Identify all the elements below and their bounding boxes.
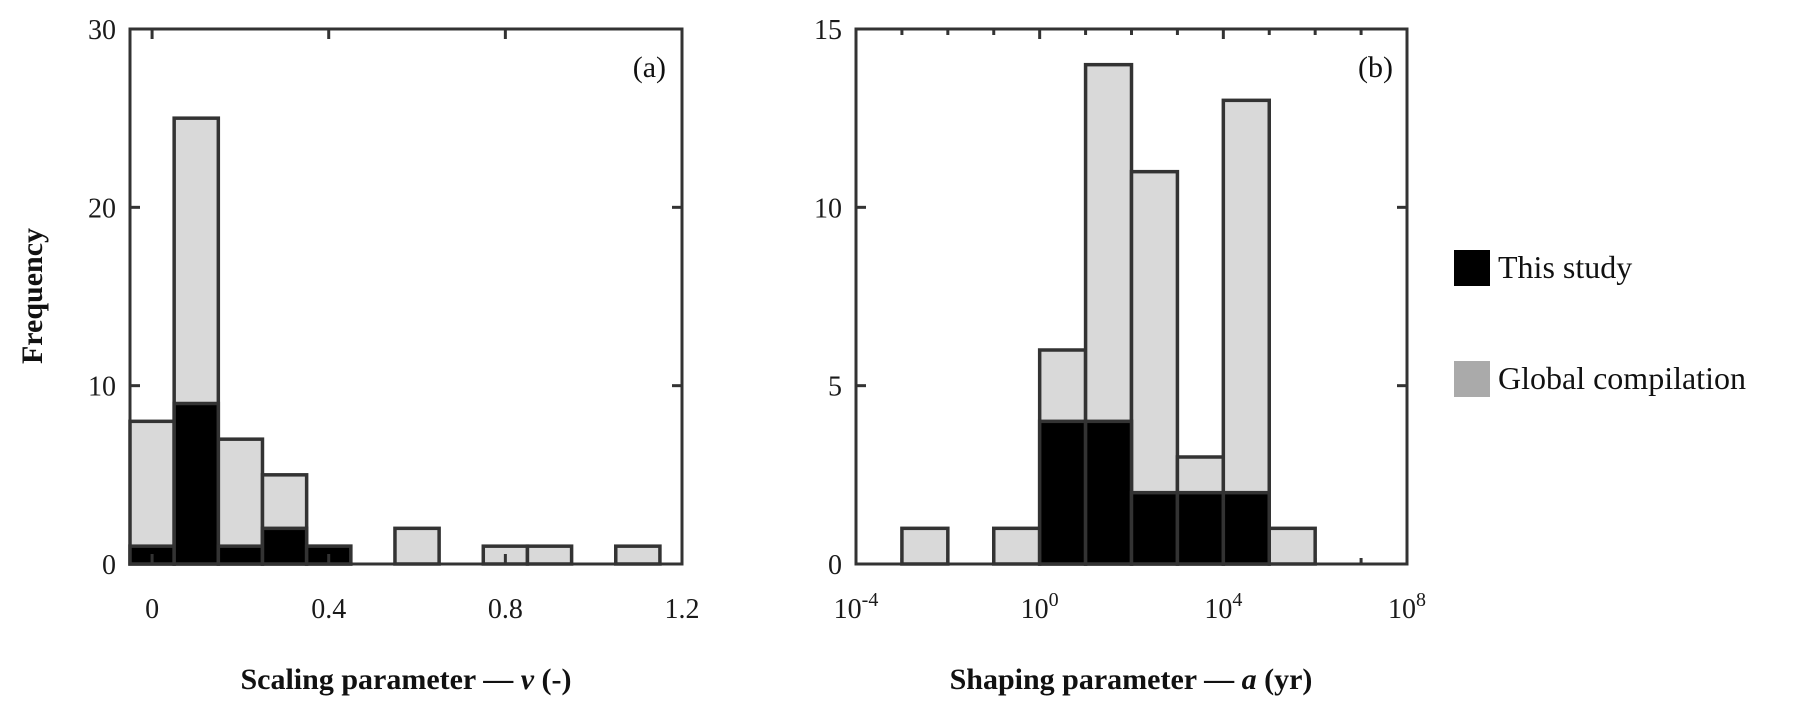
x-tick-label: 0 <box>145 594 159 625</box>
y-tick-label: 10 <box>88 372 116 403</box>
panel-a-y-axis-title: Frequency <box>16 228 49 364</box>
global-compilation-bar <box>900 526 950 566</box>
this-study-bar <box>1129 490 1180 566</box>
legend-swatch-this-study <box>1454 250 1490 286</box>
y-tick-label: 0 <box>102 550 116 581</box>
x-tick-label: 1.2 <box>665 594 700 625</box>
panel-b: 0 5 10 15 10-4 100 104 108 (b) Shaping paramete… <box>814 15 1426 696</box>
x-tick-label: 10-4 <box>834 589 879 625</box>
legend: This study Global compilation <box>1454 249 1746 397</box>
this-study-bar <box>1175 490 1226 566</box>
y-tick-label: 5 <box>828 372 842 403</box>
panel-b-x-axis-title: Shaping parameter — a (yr) <box>950 663 1313 696</box>
panel-a-label: (a) <box>633 51 666 84</box>
panel-a-x-axis-title: Scaling parameter — ν (-) <box>240 663 571 696</box>
y-tick-label: 0 <box>828 550 842 581</box>
panel-b-frame <box>854 27 1409 566</box>
global-compilation-bar <box>614 544 662 566</box>
global-compilation-bar <box>393 526 441 566</box>
global-compilation-bar <box>992 526 1042 566</box>
panel-a: 0 10 20 30 0 0.4 0.8 1.2 (a) Scaling parameter … <box>16 15 700 696</box>
this-study-bar <box>216 544 265 566</box>
panel-b-bars <box>900 62 1317 566</box>
legend-label-this-study: This study <box>1498 249 1632 285</box>
y-tick-label: 15 <box>814 15 842 46</box>
panel-a-frame <box>128 27 684 566</box>
x-tick-label: 100 <box>1021 589 1059 625</box>
panel-a-bars <box>128 116 662 566</box>
legend-label-global-compilation: Global compilation <box>1498 360 1746 396</box>
panel-b-label: (b) <box>1358 51 1393 84</box>
this-study-bar <box>1221 490 1272 566</box>
global-compilation-bar <box>525 544 574 566</box>
y-tick-label: 10 <box>814 193 842 224</box>
x-tick-label: 0.8 <box>488 594 523 625</box>
this-study-bar <box>172 401 221 566</box>
global-compilation-bar <box>128 419 176 566</box>
legend-swatch-global-compilation <box>1454 361 1490 397</box>
this-study-bar <box>1083 419 1134 566</box>
global-compilation-bar <box>1221 98 1272 566</box>
x-tick-label: 108 <box>1388 589 1426 625</box>
x-tick-label: 0.4 <box>311 594 346 625</box>
y-tick-label: 20 <box>88 193 116 224</box>
x-tick-label: 104 <box>1204 589 1242 625</box>
this-study-bar <box>260 526 309 566</box>
this-study-bar <box>1037 419 1088 566</box>
global-compilation-bar <box>1267 526 1317 566</box>
y-tick-label: 30 <box>88 15 116 46</box>
